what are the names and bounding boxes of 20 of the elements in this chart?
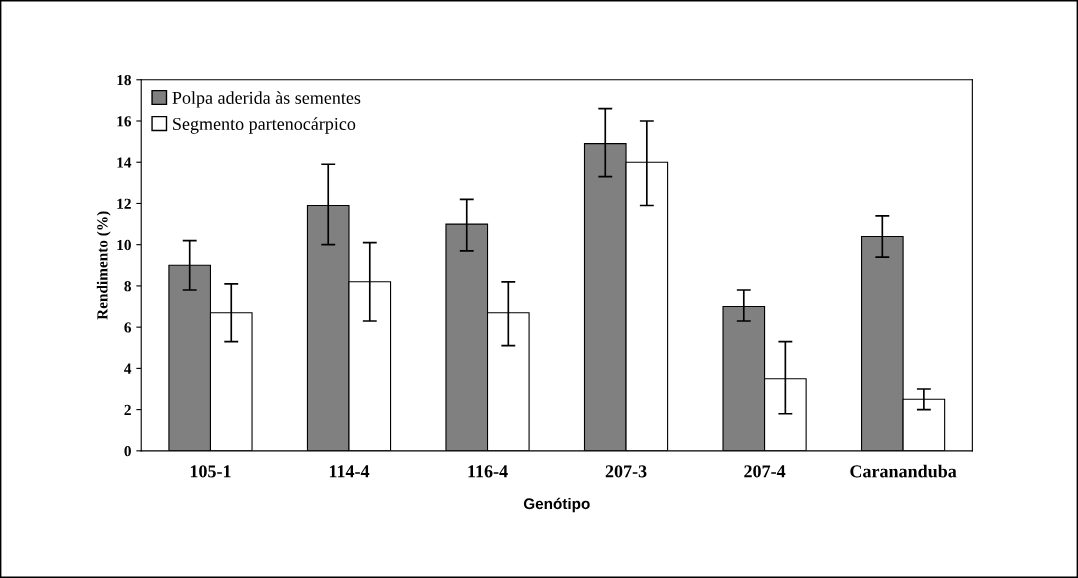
y-tick-label: 2	[124, 404, 131, 415]
y-axis-title: Rendimento (%)	[96, 211, 111, 320]
legend-label: Polpa aderida às sementes	[172, 91, 361, 108]
y-tick-label: 16	[117, 116, 132, 127]
y-tick-label: 4	[124, 363, 132, 374]
x-axis-title: Genótipo	[523, 497, 590, 513]
y-tick-label: 8	[124, 281, 131, 292]
legend-label: Segmento partenocárpico	[173, 117, 356, 134]
y-tick-label: 12	[117, 198, 131, 209]
x-tick-label: Carananduba	[850, 464, 957, 478]
y-tick-label: 18	[117, 74, 131, 86]
x-tick-label: 114-4	[329, 465, 370, 478]
x-tick-label: 207-3	[605, 465, 647, 478]
x-tick-label: 105-1	[190, 465, 231, 478]
y-tick-label: 6	[124, 322, 132, 333]
y-tick-label: 10	[117, 239, 131, 251]
x-tick-label: 207-4	[744, 465, 786, 478]
x-tick-label: 116-4	[468, 465, 508, 478]
y-tick-label: 0	[124, 445, 131, 457]
y-tick-label: 14	[117, 157, 132, 168]
